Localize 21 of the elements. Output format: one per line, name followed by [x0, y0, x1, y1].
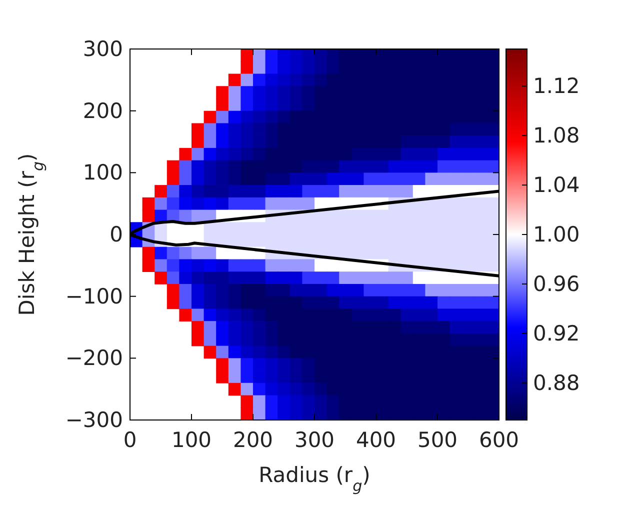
y-tick-label: 300: [82, 37, 123, 61]
color-bar-label: 1.08: [533, 124, 580, 148]
x-tick-label: 400: [356, 428, 396, 452]
color-bar-label: 1.04: [533, 173, 580, 198]
y-tick-label: −300: [65, 408, 123, 432]
y-tick-label: 100: [82, 160, 123, 185]
x-tick-label: 500: [417, 428, 458, 452]
y-tick-label: 0: [110, 222, 123, 246]
color-bar-label: 0.88: [533, 370, 580, 395]
color-bar-label: 1.00: [533, 222, 580, 246]
y-tick-label: 200: [82, 98, 123, 123]
x-tick-label: 200: [232, 428, 274, 452]
x-tick-label: 100: [171, 428, 212, 452]
x-tick-label: 600: [478, 428, 520, 452]
color-bar-label: 1.12: [533, 74, 580, 98]
y-tick-label: −200: [65, 346, 123, 370]
x-tick-label: 300: [294, 428, 335, 452]
y-tick-label: −100: [65, 284, 123, 308]
x-axis-title: Radius (r$_{g}$): [258, 463, 370, 495]
color-bar-label: 0.96: [533, 272, 580, 296]
color-bar-label: 0.92: [533, 321, 580, 346]
